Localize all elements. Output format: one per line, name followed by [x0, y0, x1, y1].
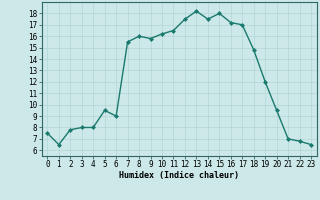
X-axis label: Humidex (Indice chaleur): Humidex (Indice chaleur): [119, 171, 239, 180]
